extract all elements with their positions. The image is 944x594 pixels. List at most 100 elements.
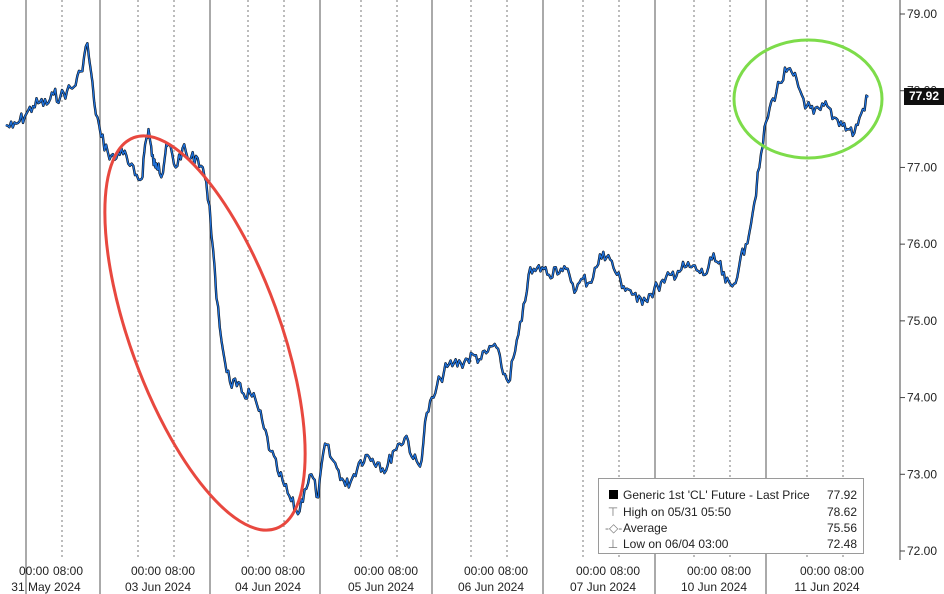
price-point	[724, 281, 727, 284]
price-point	[243, 393, 245, 395]
price-series-shadow	[5, 42, 869, 516]
price-point	[819, 109, 822, 111]
price-point	[500, 366, 503, 368]
price-point	[405, 435, 408, 437]
price-point	[5, 124, 7, 126]
price-point	[582, 278, 584, 280]
price-point	[249, 393, 251, 395]
x-date-label: 04 Jun 2024	[235, 580, 301, 594]
price-point	[283, 485, 285, 487]
legend-row-high: ⊤ High on 05/31 05:50 78.62	[605, 504, 857, 520]
high-marker-icon: ⊤	[607, 505, 619, 519]
legend-row-series: Generic 1st 'CL' Future - Last Price 77.…	[605, 487, 857, 503]
price-point	[731, 285, 733, 287]
price-point	[595, 266, 598, 268]
price-point	[521, 320, 523, 322]
price-point	[378, 462, 380, 464]
price-point	[324, 443, 326, 445]
low-marker-icon: ⊥	[607, 537, 619, 551]
x-tick-label: 00:00	[800, 564, 830, 578]
price-point	[412, 458, 414, 460]
price-point	[59, 96, 61, 98]
price-point	[446, 366, 448, 368]
price-point	[806, 105, 808, 107]
price-point	[643, 297, 645, 299]
x-tick-label: 08:00	[610, 564, 640, 578]
price-point	[657, 285, 659, 287]
price-point	[772, 97, 774, 99]
x-date-label: 31 May 2024	[11, 580, 81, 594]
legend-high-label: High on 05/31 05:50	[623, 505, 732, 519]
legend-series-last: 77.92	[826, 488, 857, 502]
price-point	[636, 301, 638, 303]
x-date-label: 05 Jun 2024	[348, 580, 414, 594]
price-point	[799, 90, 801, 92]
y-tick-label: 77.00	[907, 160, 937, 174]
price-point	[93, 101, 95, 103]
price-point	[562, 270, 564, 272]
y-tick-label: 79.00	[907, 7, 937, 21]
price-point	[426, 412, 428, 414]
price-point	[650, 293, 652, 295]
price-point	[164, 151, 167, 153]
price-point	[623, 285, 625, 287]
y-tick-label: 75.00	[907, 314, 937, 328]
price-point	[847, 128, 849, 130]
price-point	[12, 126, 14, 129]
price-point	[548, 274, 550, 276]
price-point	[575, 289, 577, 291]
price-point	[684, 266, 686, 268]
x-tick-label: 08:00	[498, 564, 528, 578]
price-point	[670, 274, 672, 276]
price-point	[738, 266, 740, 268]
price-point	[215, 297, 217, 299]
price-point	[677, 270, 679, 272]
x-tick-label: 00:00	[19, 564, 49, 578]
price-point	[860, 113, 862, 115]
price-point	[758, 166, 761, 168]
price-point	[195, 155, 197, 157]
price-point	[331, 458, 333, 460]
price-point	[134, 174, 136, 176]
price-point	[158, 163, 160, 165]
x-tick-label: 00:00	[354, 564, 384, 578]
price-point	[358, 462, 360, 464]
x-axis: 00:00 08:00 00:00 08:00 00:00 08:00 00:00 08:00…	[11, 564, 864, 594]
price-point	[867, 96, 869, 98]
price-point	[73, 86, 75, 88]
legend-low-label: Low on 06/04 03:00	[623, 537, 729, 551]
price-point	[80, 70, 82, 73]
legend-high-value: 78.62	[826, 505, 857, 519]
x-date-label: 11 Jun 2024	[794, 580, 859, 594]
price-point	[141, 178, 143, 180]
price-point	[589, 281, 591, 284]
price-point	[229, 381, 231, 383]
green-ellipse-annotation	[732, 38, 884, 160]
price-point	[144, 143, 146, 145]
price-point	[107, 151, 109, 153]
average-marker-icon: -◇-	[605, 521, 623, 535]
price-point	[616, 274, 618, 276]
price-point	[222, 350, 224, 353]
price-point	[718, 262, 720, 264]
price-point	[779, 82, 781, 84]
x-tick-label: 00:00	[131, 564, 161, 578]
price-point	[19, 120, 21, 122]
price-point	[826, 105, 828, 107]
legend-low-value: 72.48	[826, 537, 857, 551]
price-point	[555, 266, 557, 268]
price-point	[256, 404, 258, 406]
price-point	[602, 251, 604, 253]
x-tick-label: 08:00	[53, 564, 83, 578]
price-point	[480, 358, 482, 360]
x-date-label: 03 Jun 2024	[125, 580, 191, 594]
price-point	[175, 166, 177, 168]
price-point	[46, 103, 48, 106]
y-tick-label: 73.00	[907, 467, 937, 481]
x-date-label: 07 Jun 2024	[570, 580, 636, 594]
legend-square-icon	[605, 487, 621, 503]
price-point	[147, 128, 150, 130]
price-point	[853, 132, 856, 134]
price-point	[365, 454, 367, 456]
